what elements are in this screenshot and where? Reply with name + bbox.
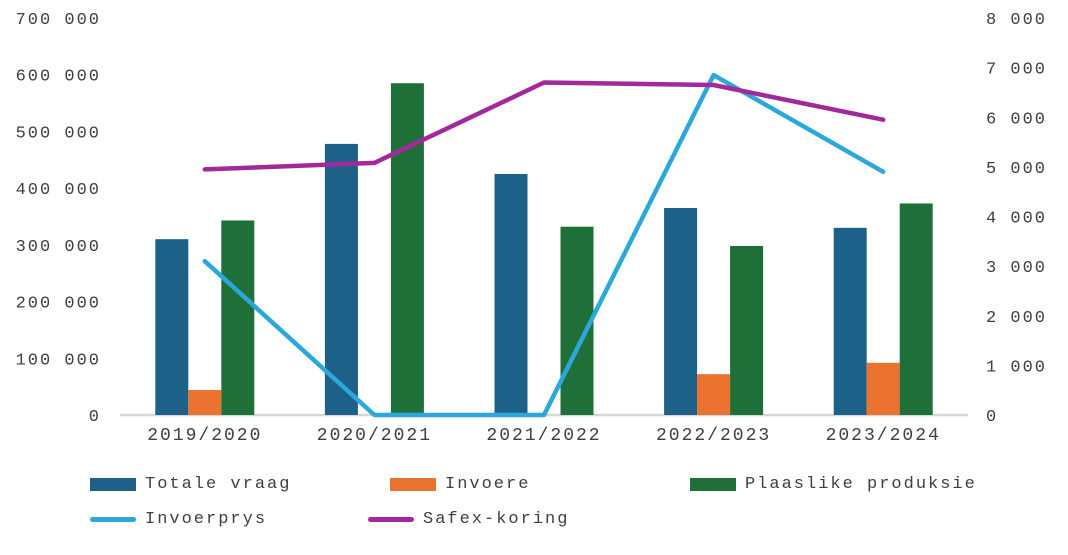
right-axis-tick: 1 000 <box>986 358 1047 377</box>
line-safex-koring <box>202 80 886 172</box>
bar-totale-vraag-2020-2021 <box>324 143 358 416</box>
legend-item-invoerprys: Invoerprys <box>90 507 267 531</box>
right-axis-tick: 4 000 <box>986 210 1047 229</box>
legend-swatch-plaaslike-produksie <box>690 477 736 491</box>
bar-totale-vraag-2022-2023 <box>664 207 698 415</box>
bar-plaaslike-produksie-2021-2022 <box>560 226 594 415</box>
legend-swatch-invoere <box>390 477 436 491</box>
right-axis-tick: 7 000 <box>986 61 1047 80</box>
left-axis-tick: 600 000 <box>16 68 101 87</box>
left-axis-tick: 400 000 <box>16 181 101 200</box>
legend-item-safex-koring: Safex-koring <box>368 507 569 531</box>
left-axis-tick: 500 000 <box>16 124 101 143</box>
legend-item-totale-vraag: Totale vraag <box>90 472 291 496</box>
bar-plaaslike-produksie-2019-2020 <box>221 220 255 415</box>
legend-label-plaaslike-produksie: Plaaslike produksie <box>745 474 977 494</box>
bar-plaaslike-produksie-2022-2023 <box>730 245 764 415</box>
legend-label-invoere: Invoere <box>445 474 531 494</box>
legend-label-safex-koring: Safex-koring <box>423 509 570 529</box>
legend-swatch-totale-vraag <box>90 477 136 491</box>
right-axis-tick: 2 000 <box>986 309 1047 328</box>
legend-label-totale-vraag: Totale vraag <box>145 474 292 494</box>
bar-plaaslike-produksie-2023-2024 <box>899 203 933 415</box>
bar-totale-vraag-2023-2024 <box>833 227 867 415</box>
bar-totale-vraag-2019-2020 <box>155 239 189 415</box>
combo-chart: 0 100 000 200 000 300 000 400 000 500 000 600 … <box>16 11 1047 446</box>
chart-legend: Totale vraag Invoere Plaaslike produksie In… <box>0 460 1068 555</box>
left-axis-tick: 300 000 <box>16 238 101 257</box>
legend-swatch-safex-koring <box>368 516 414 522</box>
legend-label-invoerprys: Invoerprys <box>145 509 268 529</box>
bar-invoere-2019-2020 <box>188 390 222 415</box>
right-axis-tick: 0 <box>986 408 998 427</box>
x-axis-category-label: 2021/2022 <box>486 426 601 446</box>
legend-item-invoere: Invoere <box>390 472 530 496</box>
legend-swatch-invoerprys <box>90 516 136 522</box>
left-axis-tick: 700 000 <box>16 11 101 30</box>
bar-totale-vraag-2021-2022 <box>494 173 528 415</box>
x-axis-category-label: 2022/2023 <box>656 426 771 446</box>
legend-item-plaaslike-produksie: Plaaslike produksie <box>690 472 977 496</box>
left-axis-tick: 0 <box>89 408 101 427</box>
left-axis-tick: 100 000 <box>16 351 101 370</box>
bar-plaaslike-produksie-2020-2021 <box>390 83 424 415</box>
x-axis-category-label: 2023/2024 <box>826 426 941 446</box>
right-axis-tick: 6 000 <box>986 110 1047 129</box>
right-axis-tick: 5 000 <box>986 160 1047 179</box>
x-axis-category-label: 2019/2020 <box>147 426 262 446</box>
bar-invoere-2023-2024 <box>866 362 900 415</box>
line-invoerprys <box>202 72 886 418</box>
bar-invoere-2022-2023 <box>697 374 731 415</box>
left-axis-tick: 200 000 <box>16 295 101 314</box>
x-axis-category-label: 2020/2021 <box>317 426 432 446</box>
right-axis-tick: 3 000 <box>986 259 1047 278</box>
right-axis-tick: 8 000 <box>986 11 1047 30</box>
